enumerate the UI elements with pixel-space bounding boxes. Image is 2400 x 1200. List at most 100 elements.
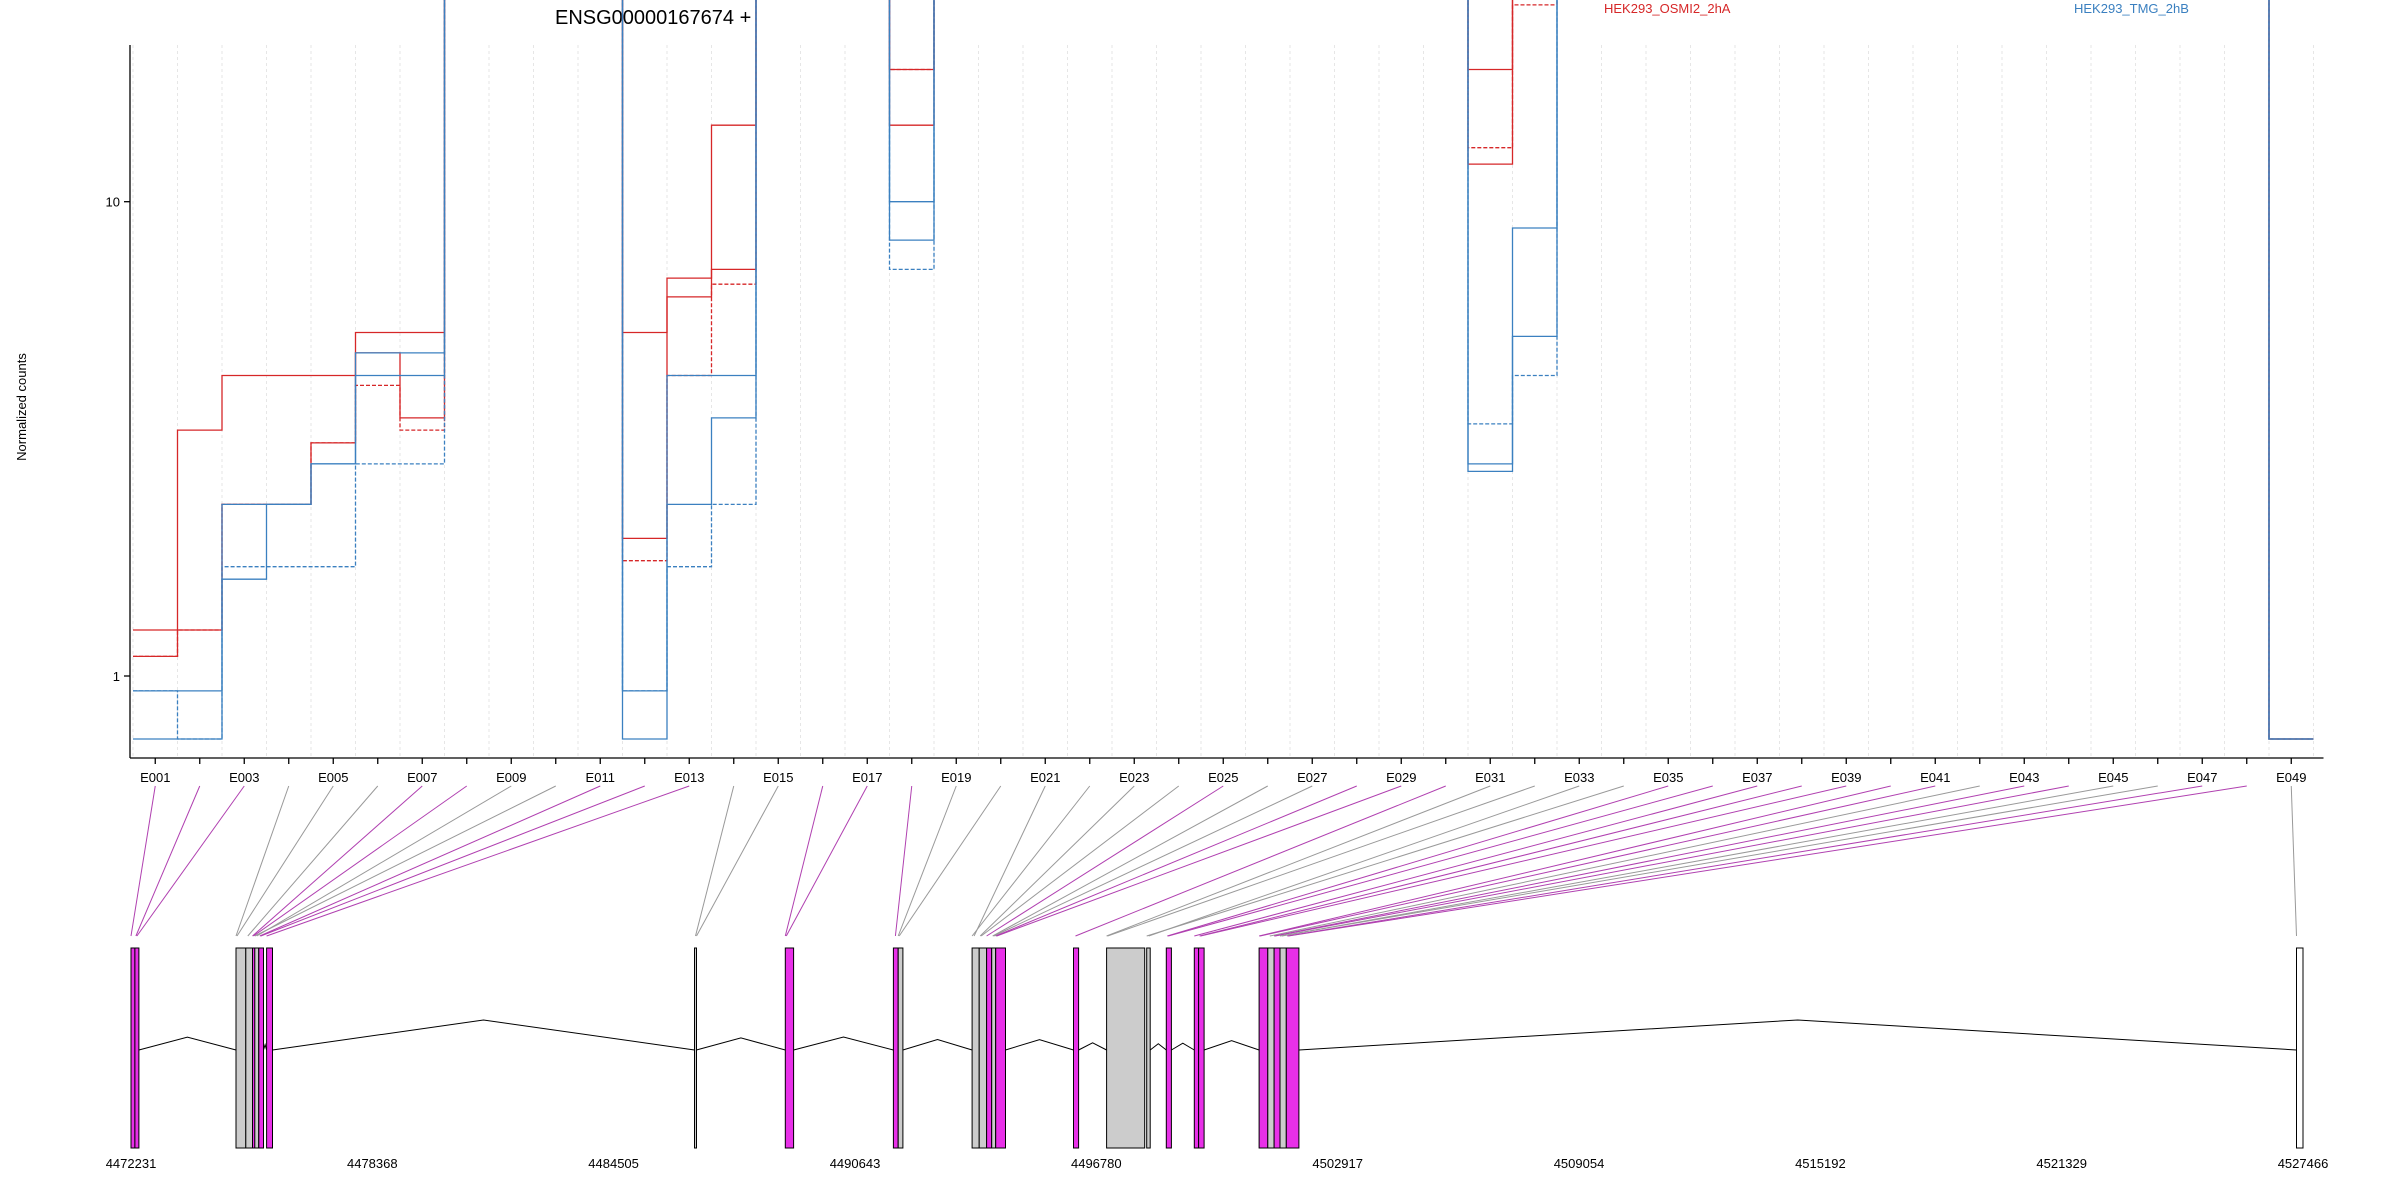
x-tick-label: E047 [2187,770,2217,785]
exon-connector [253,785,468,937]
exon-block [971,947,980,1149]
exon-connector [785,785,868,937]
x-tick-label: E033 [1564,770,1594,785]
exon-connector [266,785,690,937]
x-tick-label: E025 [1208,770,1238,785]
genomic-coordinate-label: 4472231 [106,1156,157,1171]
intron-line [138,1036,237,1051]
exon-connector [973,785,1046,937]
exon-connector [986,785,1224,937]
y-axis-label: Normalized counts [14,353,29,461]
exon-block [254,947,260,1149]
exon-connectors [130,785,2297,937]
intron-line [272,1019,695,1051]
series-line-3 [133,0,2314,740]
exon-block [978,947,988,1149]
x-tick-label: E037 [1742,770,1772,785]
exon-connector [252,785,423,937]
intron-line [793,1036,894,1051]
genomic-coordinate-label: 4496780 [1071,1156,1122,1171]
exon-connector [992,785,1268,937]
x-tick-label: E029 [1386,770,1416,785]
exon-connector [1075,785,1446,937]
exon-block [1258,947,1269,1149]
intron-line [902,1038,973,1051]
genomic-coordinate-label: 4478368 [347,1156,398,1171]
x-tick-label: E019 [941,770,971,785]
exon-connector [993,785,1313,937]
exon-connector [1288,785,2247,937]
x-tick-label: E009 [496,770,526,785]
exon-block [1106,947,1146,1149]
x-tick-label: E007 [407,770,437,785]
exon-block [258,947,264,1149]
exon-connector [1259,785,1936,937]
x-tick-label: E015 [763,770,793,785]
intron-line [1298,1019,2297,1051]
exon-block [986,947,993,1149]
exon-connector [235,785,290,937]
x-tick-label: E041 [1920,770,1950,785]
x-tick-label: E003 [229,770,259,785]
x-tick-label: E005 [318,770,348,785]
exon-connector [260,785,645,937]
exon-connector [1281,785,2114,937]
genomic-coordinate-label: 4502917 [1312,1156,1363,1171]
x-tick-label: E035 [1653,770,1683,785]
exon-gridlines [132,45,2314,758]
exon-block [266,947,274,1149]
series-line-1 [133,0,2314,740]
genomic-coordinate-label: 4509054 [1554,1156,1605,1171]
exon-connector [696,785,779,937]
exon-connector [2290,785,2297,937]
exon-connector [1167,785,1669,937]
exon-block [130,947,136,1149]
series-line-2 [133,0,2314,740]
legend-entry-osmi2: HEK293_OSMI2_2hA [1604,1,1731,16]
exon-connector [695,785,735,937]
x-tick-label: E045 [2098,770,2128,785]
exon-connector [259,785,601,937]
exon-connector [894,785,913,937]
exon-connector [1146,785,1624,937]
series-line-6 [133,0,2314,740]
axes: 1101001000 [106,45,2324,759]
exon-connector [898,785,1002,937]
exon-connector [897,785,957,937]
gene-model [130,947,2304,1149]
exon-connector [784,785,824,937]
intron-line [1149,1043,1167,1051]
legend-entry-tmg: HEK293_TMG_2hB [2074,1,2189,16]
exon-block [995,947,1007,1149]
exon-connector [971,785,1091,937]
exon-connector [1107,785,1535,937]
intron-line [1203,1040,1260,1051]
exon-connector [256,785,512,937]
x-tick-label: E043 [2009,770,2039,785]
exon-block [1146,947,1151,1149]
intron-line [1005,1039,1074,1051]
intron-line [1078,1042,1107,1051]
x-tick-label: E017 [852,770,882,785]
exon-connector [980,785,1180,937]
exon-connector [1200,785,1847,937]
exon-block [694,947,697,1149]
exon-connector [996,785,1402,937]
x-tick-label: E021 [1030,770,1060,785]
exon-connector [1275,785,2069,937]
genomic-coordinate-labels: 4472231 4478368 4484505 4490643 4496780 45029… [106,1156,2329,1171]
series-line-4 [133,0,2314,740]
series-line-5 [133,0,2314,740]
exon-connector [136,785,245,937]
exon-block [235,947,247,1149]
chart-title: ENSG00000167674 + [555,7,751,29]
x-tick-label: E011 [586,770,615,785]
exon-connector [1258,785,1891,937]
exon-block [134,947,140,1149]
x-tick-label: E013 [674,770,704,785]
exon-block [2296,947,2304,1149]
genomic-coordinate-label: 4521329 [2036,1156,2087,1171]
intron-line [263,1042,268,1051]
exon-connector [247,785,379,937]
